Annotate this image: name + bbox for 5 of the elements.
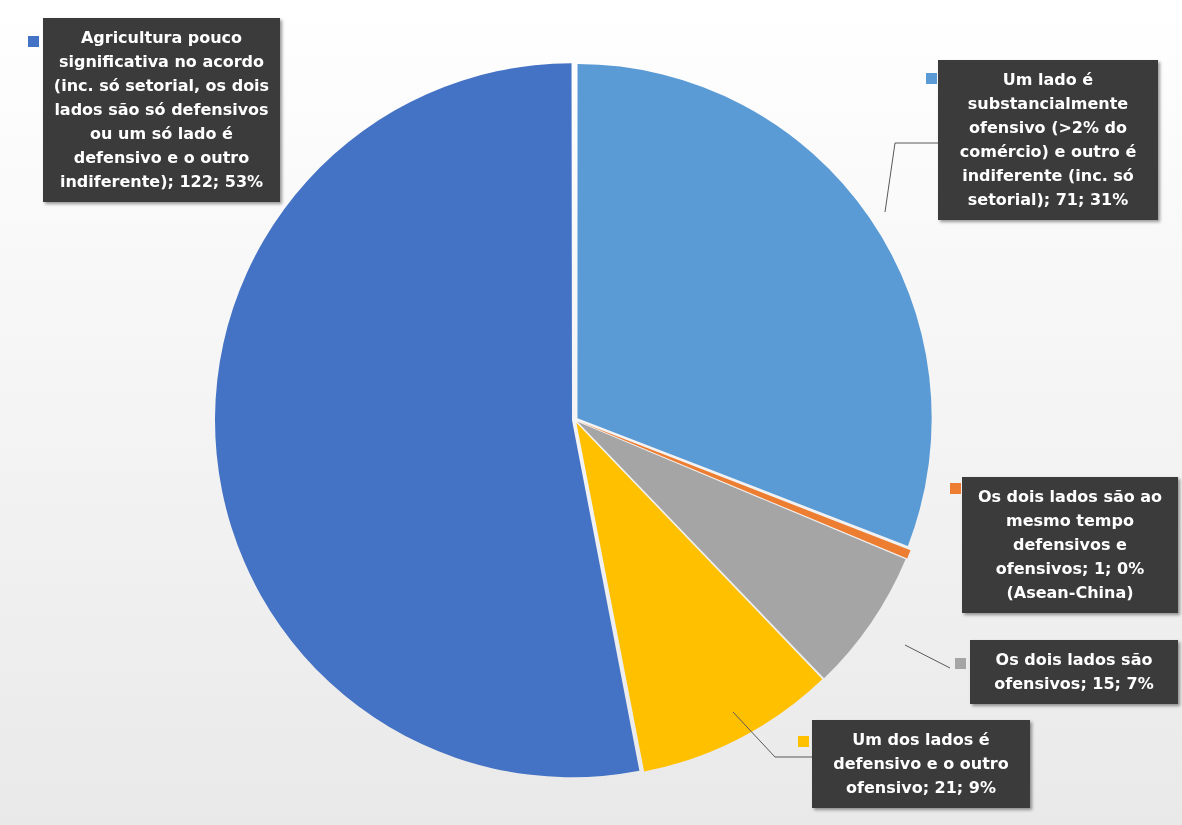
legend-label: Os dois lados são ofensivos; 15; 7% (970, 640, 1178, 704)
slice-label: Um lado é substancialmente ofensivo (>2% do comércio) e outro é indiferente (inc. só setorial); 71; 31% (938, 60, 1158, 220)
slice-label: Agricultura pouco significativa no acordo (inc. só setorial, os dois lados são só defensivos ou um só lado é defensivo e o outro indiferente); 122; 53% (43, 18, 280, 202)
slice-label: Um dos lados é defensivo e o outro ofensivo; 21; 9% (812, 720, 1030, 808)
legend-label: Os dois lados são ao mesmo tempo defensivos e ofensivos; 1; 0% (Asean-China) (962, 477, 1178, 613)
